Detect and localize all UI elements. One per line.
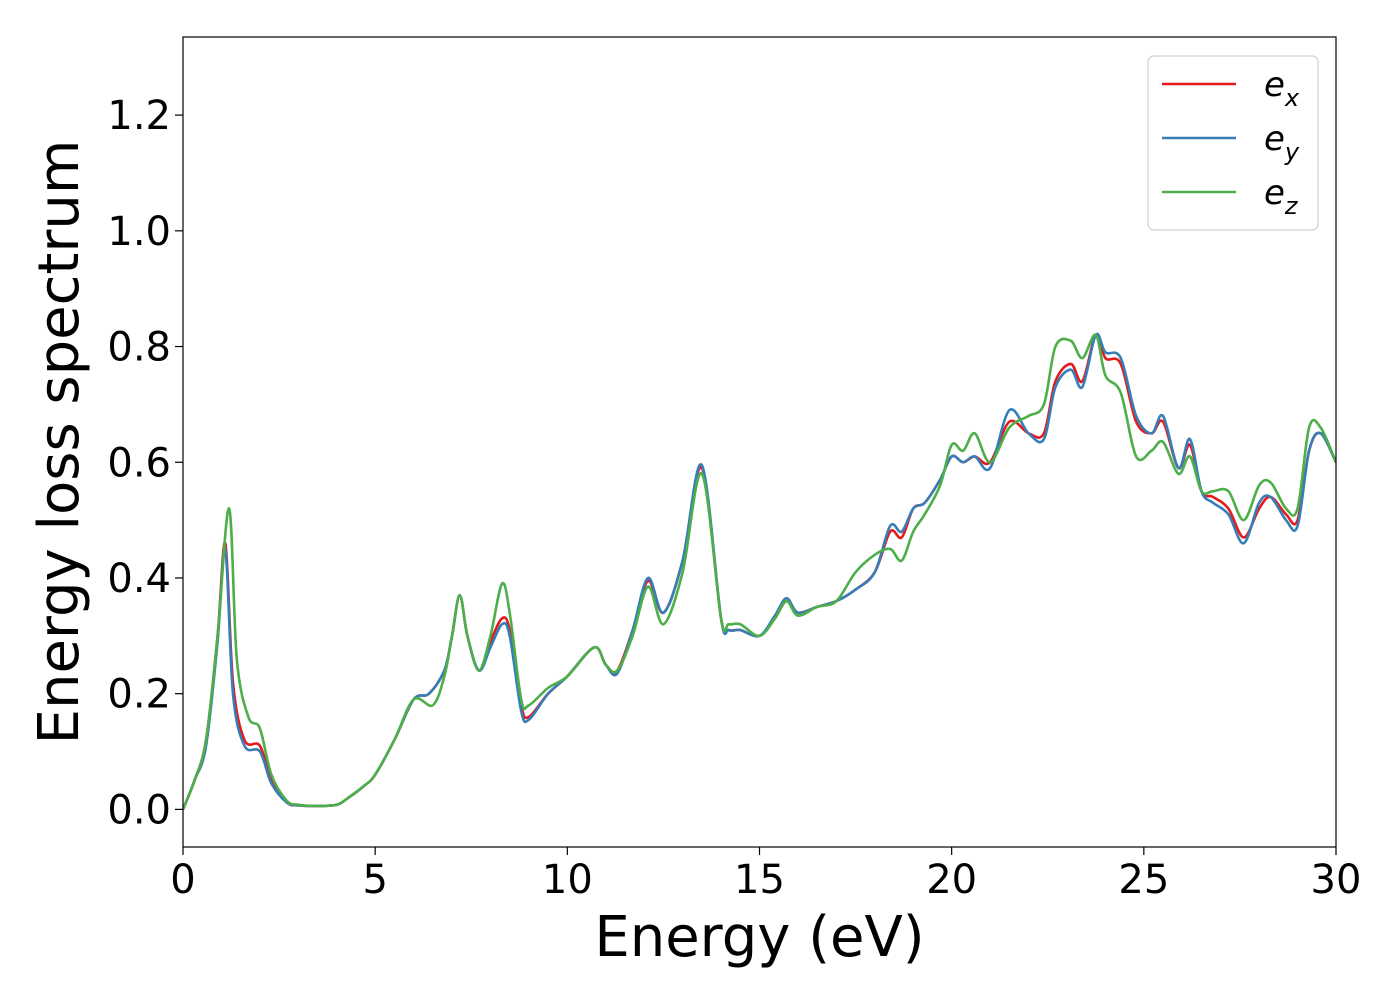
y-tick-label: 0.8	[107, 325, 171, 371]
axis-ticks: 0 5 10 15 20 25 30 0.0 0.2 0.4 0.6 0.8 1.0 1.2	[107, 93, 1361, 903]
legend-label-ez: ez	[1264, 173, 1299, 220]
series-line-ex	[183, 333, 1336, 810]
y-tick-label: 0.4	[107, 556, 171, 602]
series-line-ey	[183, 332, 1336, 810]
y-tick-label: 0.2	[107, 672, 171, 718]
series-lines	[183, 332, 1336, 810]
x-tick-label: 30	[1311, 857, 1362, 903]
x-axis-label: Energy (eV)	[594, 905, 924, 970]
y-tick-label: 0.6	[107, 440, 171, 486]
series-line-ez	[183, 333, 1336, 810]
legend: ex ey ez	[1147, 55, 1319, 231]
x-tick-label: 15	[734, 857, 785, 903]
x-tick-label: 5	[362, 857, 387, 903]
legend-label-ex: ex	[1264, 65, 1300, 112]
y-axis-label: Energy loss spectrum	[27, 140, 92, 745]
y-tick-label: 1.0	[107, 209, 171, 255]
x-tick-label: 25	[1118, 857, 1169, 903]
y-tick-label: 0.0	[107, 787, 171, 833]
x-tick-label: 20	[926, 857, 977, 903]
legend-label-ey: ey	[1264, 119, 1300, 166]
y-tick-label: 1.2	[107, 93, 171, 139]
x-tick-label: 0	[170, 857, 195, 903]
legend-box	[1147, 55, 1319, 231]
x-tick-label: 10	[542, 857, 593, 903]
